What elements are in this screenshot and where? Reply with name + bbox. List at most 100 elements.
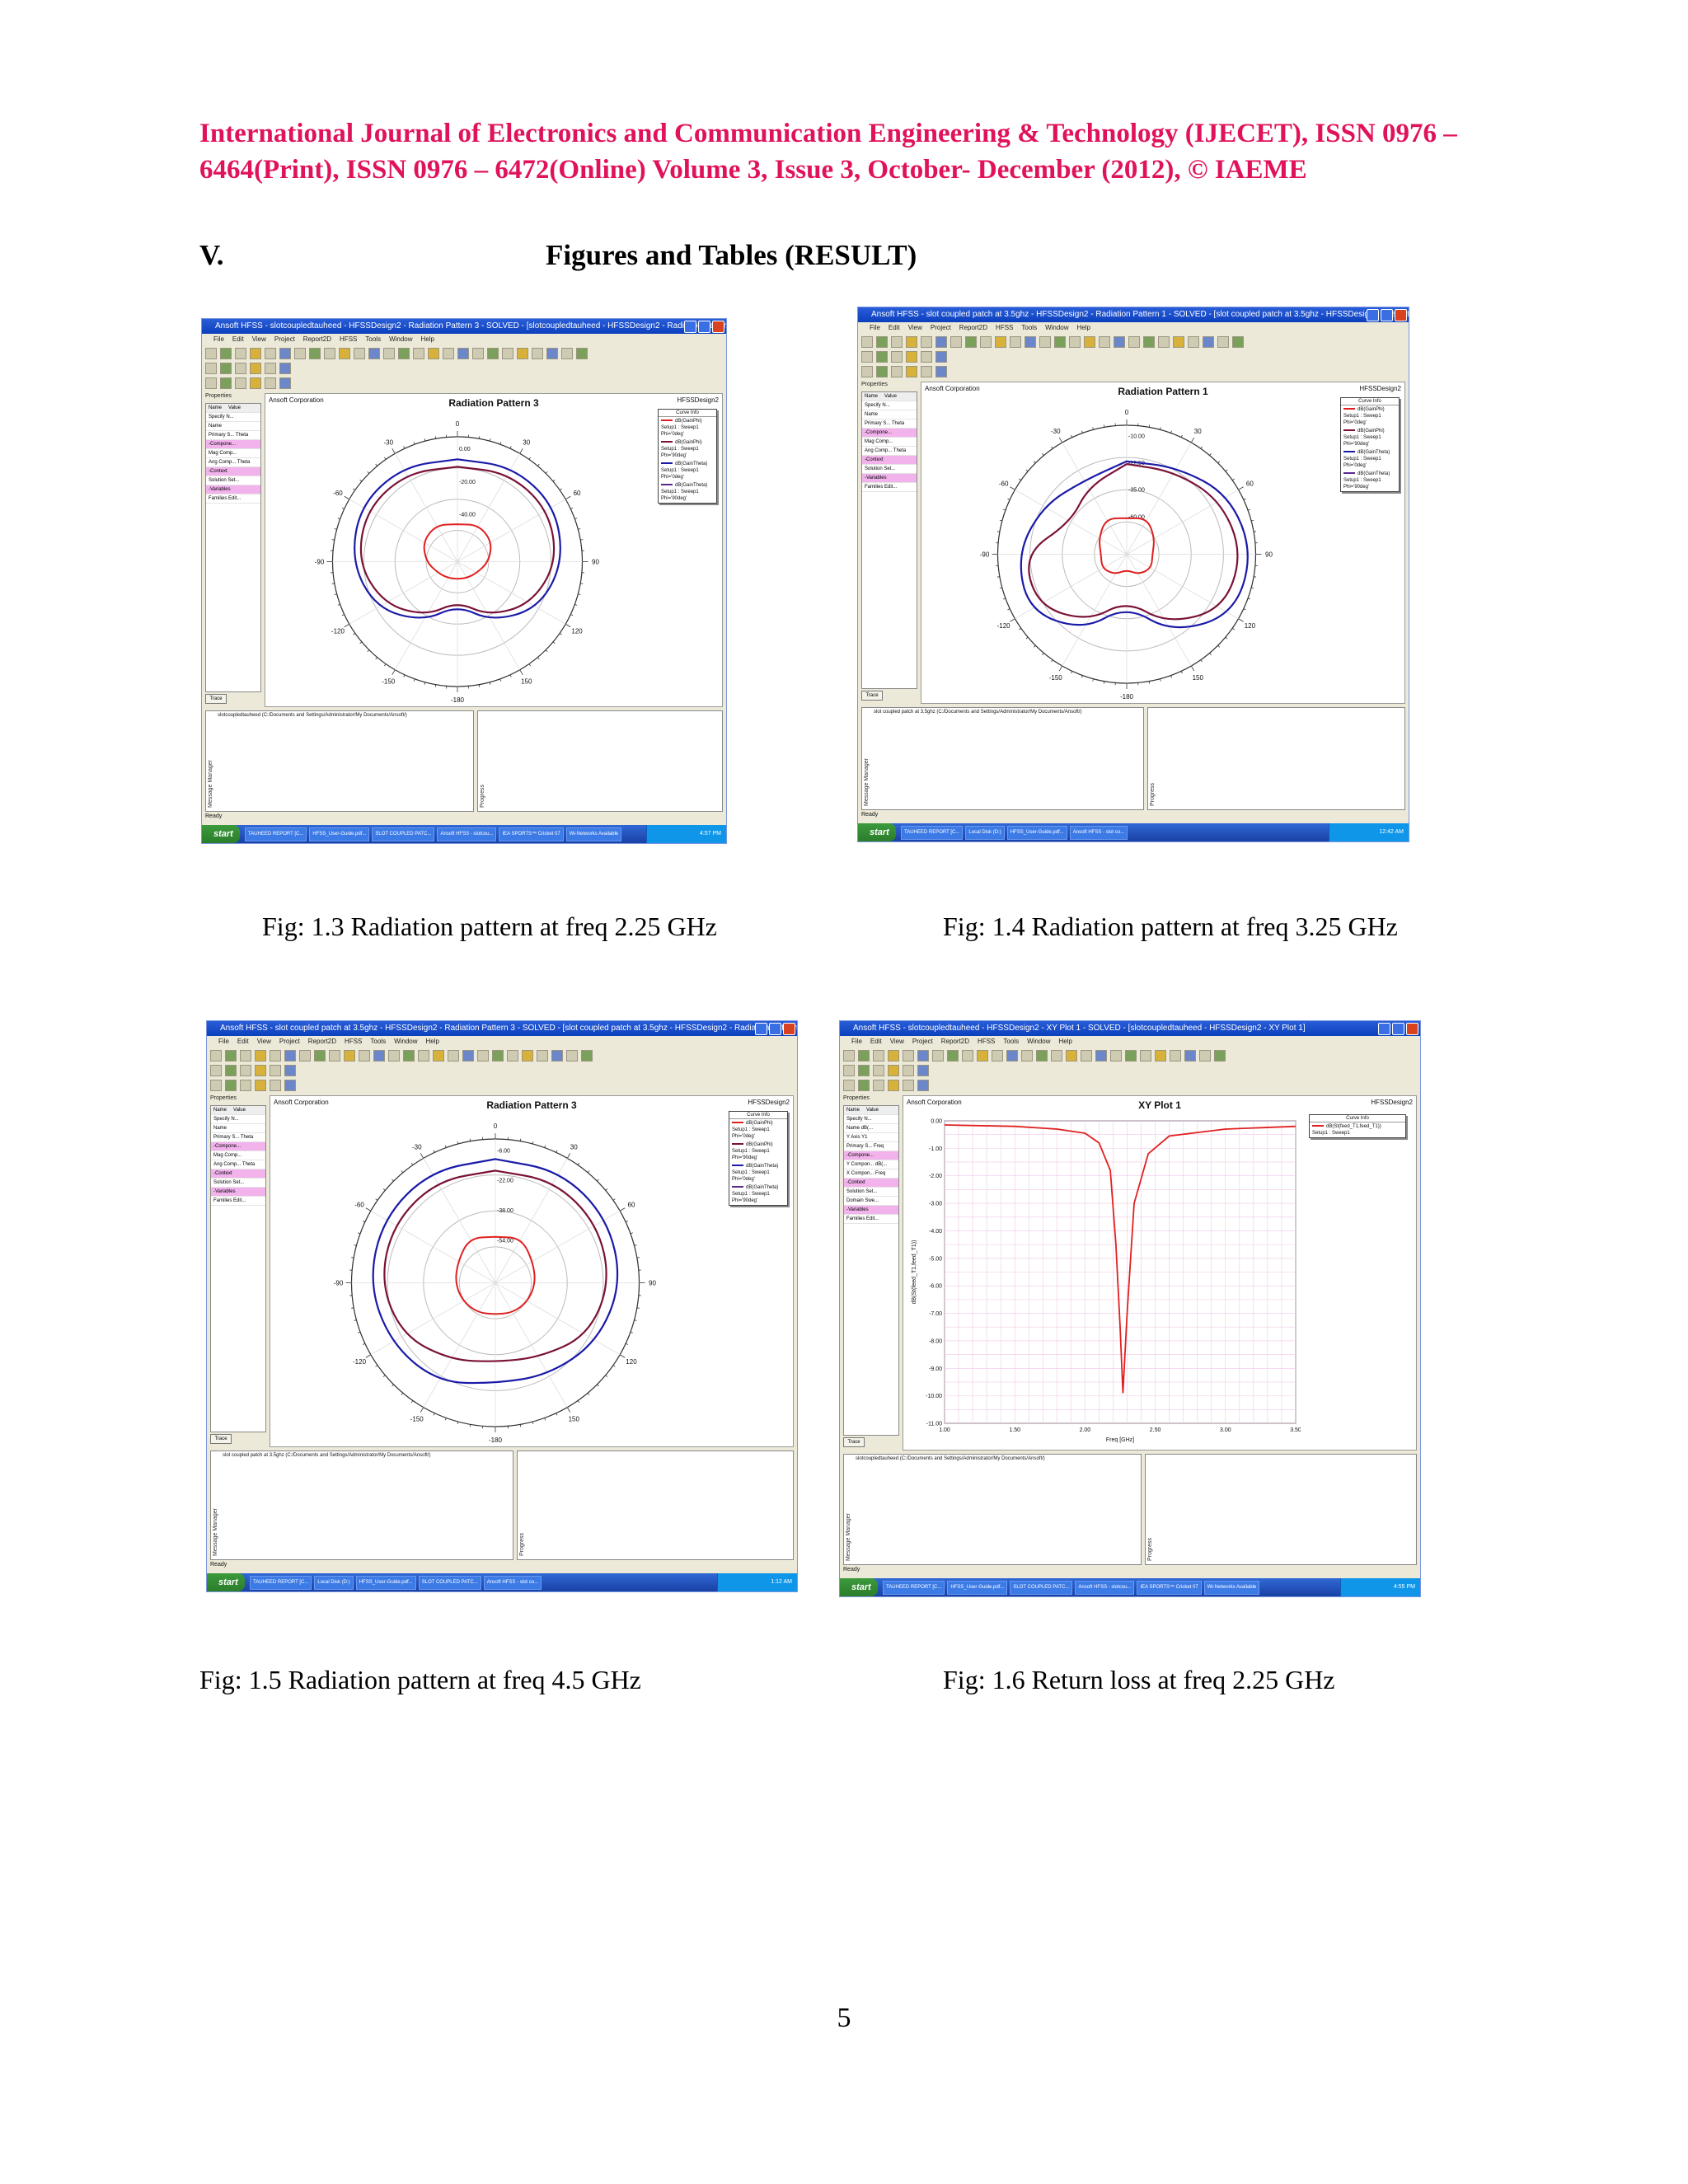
taskbar-item[interactable]: HFSS_User-Guide.pdf... — [947, 1581, 1008, 1595]
menu-item-window[interactable]: Window — [1027, 1038, 1051, 1045]
property-row[interactable]: Name — [206, 422, 260, 431]
toolbar-button[interactable] — [255, 1050, 266, 1062]
toolbar-button[interactable] — [1095, 1050, 1107, 1062]
toolbar-button[interactable] — [1199, 1050, 1211, 1062]
toolbar-button[interactable] — [235, 363, 246, 374]
property-row[interactable]: Solution Set... — [844, 1188, 898, 1197]
toolbar-button[interactable] — [917, 1065, 929, 1076]
menu-item-project[interactable]: Project — [274, 335, 295, 343]
toolbar-button[interactable] — [546, 348, 558, 359]
toolbar-button[interactable] — [294, 348, 306, 359]
trace-tab[interactable]: Trace — [210, 1434, 232, 1444]
toolbar-button[interactable] — [344, 1050, 355, 1062]
menu-item-tools[interactable]: Tools — [370, 1038, 387, 1045]
property-row[interactable]: -Variables — [206, 485, 260, 494]
menu-item-edit[interactable]: Edit — [237, 1038, 249, 1045]
toolbar-button[interactable] — [903, 1050, 914, 1062]
toolbar-button[interactable] — [314, 1050, 326, 1062]
toolbar-button[interactable] — [517, 348, 528, 359]
property-row[interactable]: Primary S... Freq — [844, 1142, 898, 1151]
taskbar-item[interactable]: SLOT COUPLED PATC... — [372, 827, 435, 841]
toolbar-button[interactable] — [309, 348, 321, 359]
toolbar-button[interactable] — [921, 366, 932, 377]
start-button[interactable]: start — [202, 825, 240, 843]
menu-item-view[interactable]: View — [907, 324, 922, 331]
menu-item-view[interactable]: View — [889, 1038, 904, 1045]
toolbar-button[interactable] — [873, 1050, 884, 1062]
taskbar-item[interactable]: Ansoft HFSS - slot co... — [1069, 826, 1128, 840]
property-row[interactable]: -Variables — [844, 1206, 898, 1215]
toolbar-button[interactable] — [428, 348, 439, 359]
property-row[interactable]: Specify N... — [844, 1115, 898, 1124]
toolbar-button[interactable] — [861, 366, 873, 377]
menu-item-window[interactable]: Window — [394, 1038, 418, 1045]
toolbar-button[interactable] — [950, 336, 962, 348]
toolbar-button[interactable] — [1184, 1050, 1196, 1062]
toolbar-button[interactable] — [205, 363, 217, 374]
property-row[interactable]: Ang Comp... Theta — [211, 1160, 265, 1169]
toolbar-button[interactable] — [843, 1065, 855, 1076]
toolbar-button[interactable] — [1214, 1050, 1226, 1062]
toolbar-button[interactable] — [477, 1050, 489, 1062]
toolbar-button[interactable] — [858, 1080, 870, 1091]
maximize-button[interactable] — [1392, 1023, 1404, 1035]
property-row[interactable]: Domain Swe... — [844, 1197, 898, 1206]
toolbar-button[interactable] — [1025, 336, 1036, 348]
toolbar-button[interactable] — [225, 1065, 237, 1076]
toolbar-button[interactable] — [255, 1065, 266, 1076]
start-button[interactable]: start — [858, 823, 896, 841]
toolbar-button[interactable] — [947, 1050, 959, 1062]
toolbar-button[interactable] — [443, 348, 454, 359]
trace-tab[interactable]: Trace — [205, 694, 227, 704]
toolbar-button[interactable] — [1051, 1050, 1062, 1062]
property-row[interactable]: Mag Comp... — [211, 1151, 265, 1160]
taskbar-item[interactable]: HFSS_User-Guide.pdf... — [1006, 826, 1067, 840]
toolbar-button[interactable] — [220, 363, 232, 374]
property-row[interactable]: Primary S... Theta — [862, 419, 917, 429]
toolbar-button[interactable] — [576, 348, 588, 359]
property-row[interactable]: Families Edit... — [211, 1197, 265, 1206]
toolbar-button[interactable] — [861, 351, 873, 363]
toolbar-button[interactable] — [250, 377, 261, 389]
property-row[interactable]: Solution Set... — [206, 476, 260, 485]
taskbar-item[interactable]: IEA SPORTS™ Cricket 07 — [1137, 1581, 1202, 1595]
property-row[interactable]: Specify N... — [211, 1115, 265, 1124]
menu-item-window[interactable]: Window — [389, 335, 413, 343]
toolbar-button[interactable] — [551, 1050, 563, 1062]
toolbar-button[interactable] — [906, 351, 917, 363]
toolbar-button[interactable] — [903, 1065, 914, 1076]
property-row[interactable]: Primary S... Theta — [211, 1133, 265, 1142]
toolbar-button[interactable] — [418, 1050, 429, 1062]
property-row[interactable]: Specify N... — [206, 413, 260, 422]
toolbar-button[interactable] — [935, 336, 947, 348]
trace-tab[interactable]: Trace — [843, 1437, 865, 1447]
toolbar-button[interactable] — [284, 1065, 296, 1076]
property-row[interactable]: Y Axis Y1 — [844, 1133, 898, 1142]
toolbar-button[interactable] — [906, 336, 917, 348]
toolbar-button[interactable] — [891, 351, 903, 363]
toolbar-button[interactable] — [1143, 336, 1155, 348]
menu-item-report2d[interactable]: Report2D — [959, 324, 988, 331]
toolbar-button[interactable] — [265, 348, 276, 359]
toolbar-button[interactable] — [240, 1065, 251, 1076]
property-row[interactable]: Mag Comp... — [862, 438, 917, 447]
toolbar-button[interactable] — [205, 348, 217, 359]
toolbar-button[interactable] — [279, 363, 291, 374]
toolbar-button[interactable] — [935, 351, 947, 363]
taskbar-item[interactable]: Ansoft HFSS - slot co... — [483, 1576, 542, 1590]
toolbar-button[interactable] — [388, 1050, 400, 1062]
toolbar-button[interactable] — [1158, 336, 1170, 348]
toolbar-button[interactable] — [1084, 336, 1095, 348]
toolbar-button[interactable] — [329, 1050, 340, 1062]
close-button[interactable] — [1395, 309, 1407, 321]
toolbar-button[interactable] — [1173, 336, 1184, 348]
menu-item-view[interactable]: View — [251, 335, 266, 343]
toolbar-button[interactable] — [561, 348, 573, 359]
menu-item-file[interactable]: File — [218, 1038, 229, 1045]
menu-item-report2d[interactable]: Report2D — [940, 1038, 970, 1045]
menu-item-report2d[interactable]: Report2D — [307, 1038, 337, 1045]
toolbar-button[interactable] — [962, 1050, 973, 1062]
toolbar-button[interactable] — [220, 348, 232, 359]
toolbar-button[interactable] — [873, 1080, 884, 1091]
toolbar-button[interactable] — [225, 1050, 237, 1062]
